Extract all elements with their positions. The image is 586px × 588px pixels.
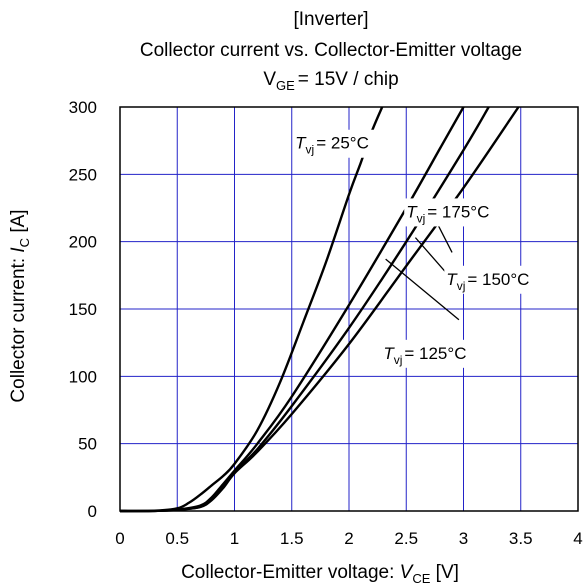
- y-tick-label: 150: [69, 300, 97, 319]
- series-label-text: Tvj = 25°C: [295, 134, 369, 157]
- x-axis-label-prefix: Collector-Emitter voltage:: [181, 562, 400, 583]
- tick-labels: 0 0.5 1 1.5 2 2.5 3 3.5 4 0 50 100 150 200 250 300: [69, 98, 583, 548]
- x-tick-label: 3.5: [509, 529, 533, 548]
- y-axis-label-prefix: Collector current:: [8, 253, 29, 403]
- y-tick-label: 0: [88, 502, 97, 521]
- curve-series-0: [119, 106, 384, 513]
- y-axis-label-unit: [A]: [8, 209, 29, 238]
- title-vge-value: = 15V / chip: [298, 69, 399, 90]
- series-label: Tvj = 25°C: [293, 129, 378, 158]
- series-label-background: [444, 265, 529, 294]
- chart-title-line1: [Inverter]: [294, 9, 369, 30]
- y-axis-label-symbol: I: [8, 247, 29, 253]
- x-tick-label: 0: [115, 529, 124, 548]
- series-labels: Tvj = 25°C Tvj = 175°C Tvj = 150°C Tvj = 125°C: [293, 129, 529, 368]
- x-axis-label-unit: [V]: [430, 562, 459, 583]
- series-label: Tvj = 125°C: [381, 339, 466, 368]
- y-tick-label: 200: [69, 233, 97, 252]
- grid-lines: [120, 107, 578, 511]
- leader-line: [385, 258, 460, 321]
- plot-frame: [119, 106, 579, 512]
- x-tick-label: 4: [573, 529, 582, 548]
- y-tick-label: 300: [69, 98, 97, 117]
- series-label-background: [381, 339, 466, 368]
- x-tick-label: 1.5: [280, 529, 304, 548]
- series-label-text: Tvj = 125°C: [383, 344, 466, 367]
- series-label-background: [404, 198, 489, 227]
- y-tick-label: 250: [69, 165, 97, 184]
- x-axis-label-subscript: CE: [412, 571, 430, 586]
- x-tick-label: 1: [230, 529, 239, 548]
- y-axis-label: Collector current: IC [A]: [8, 209, 32, 402]
- title-vge-symbol: V: [263, 69, 276, 90]
- series-label-text: Tvj = 175°C: [406, 202, 489, 225]
- x-tick-label: 2.5: [394, 529, 418, 548]
- series-label: Tvj = 150°C: [444, 265, 529, 294]
- title-vge-subscript: GE: [276, 78, 295, 93]
- y-tick-label: 100: [69, 367, 97, 386]
- x-axis-label: Collector-Emitter voltage: VCE [V]: [181, 562, 459, 586]
- chart-title-line3: VGE = 15V / chip: [263, 69, 398, 93]
- series-label-background: [293, 129, 378, 158]
- x-tick-label: 3: [459, 529, 468, 548]
- y-axis-label-subscript: C: [17, 238, 32, 247]
- curve-series-3: [119, 106, 520, 513]
- x-tick-label: 0.5: [165, 529, 189, 548]
- y-tick-label: 50: [78, 435, 97, 454]
- x-axis-label-symbol: V: [400, 562, 415, 583]
- x-tick-label: 2: [344, 529, 353, 548]
- chart-title-line2: Collector current vs. Collector-Emitter …: [140, 40, 522, 61]
- series-label-text: Tvj = 150°C: [446, 270, 529, 293]
- series-label: Tvj = 175°C: [404, 198, 489, 227]
